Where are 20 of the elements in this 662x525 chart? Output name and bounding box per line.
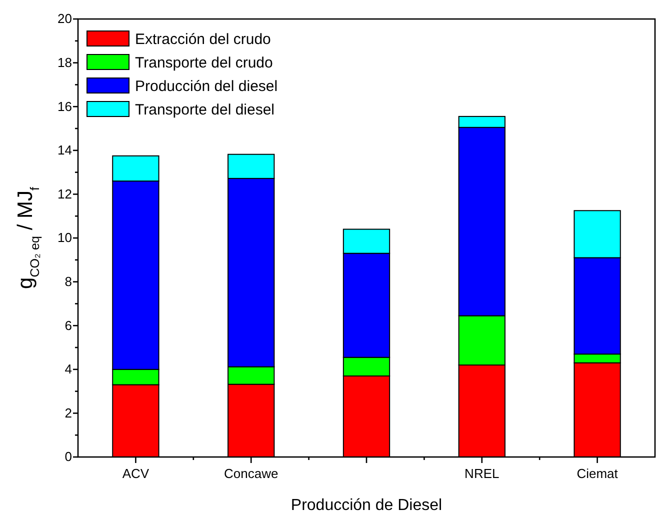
x-tick-label: ACV bbox=[122, 466, 150, 482]
y-tick-label: 2 bbox=[64, 405, 72, 420]
y-tick-label: 18 bbox=[58, 54, 72, 70]
y-tick-label: 0 bbox=[64, 449, 72, 464]
legend-label: Transporte del crudo bbox=[135, 54, 273, 72]
x-tick-label: NREL bbox=[464, 466, 500, 482]
y-tick-label: 12 bbox=[58, 186, 72, 202]
x-axis-title: Producción de Diesel bbox=[290, 497, 442, 514]
y-tick-label: 4 bbox=[64, 362, 72, 377]
y-tick-label: 16 bbox=[58, 98, 72, 114]
x-tick-label: Concawe bbox=[224, 466, 278, 482]
y-tick-label: 14 bbox=[58, 142, 72, 158]
legend-label: Extracción del crudo bbox=[135, 31, 271, 48]
y-tick-label: 6 bbox=[64, 318, 72, 333]
y-tick-label: 8 bbox=[64, 274, 72, 289]
x-tick-label: Ciemat bbox=[576, 466, 618, 482]
legend-label: Transporte del diesel bbox=[135, 102, 275, 118]
y-tick-label: 10 bbox=[58, 230, 72, 246]
legend-label: Producción del diesel bbox=[135, 78, 278, 95]
y-tick-label: 20 bbox=[58, 11, 72, 26]
